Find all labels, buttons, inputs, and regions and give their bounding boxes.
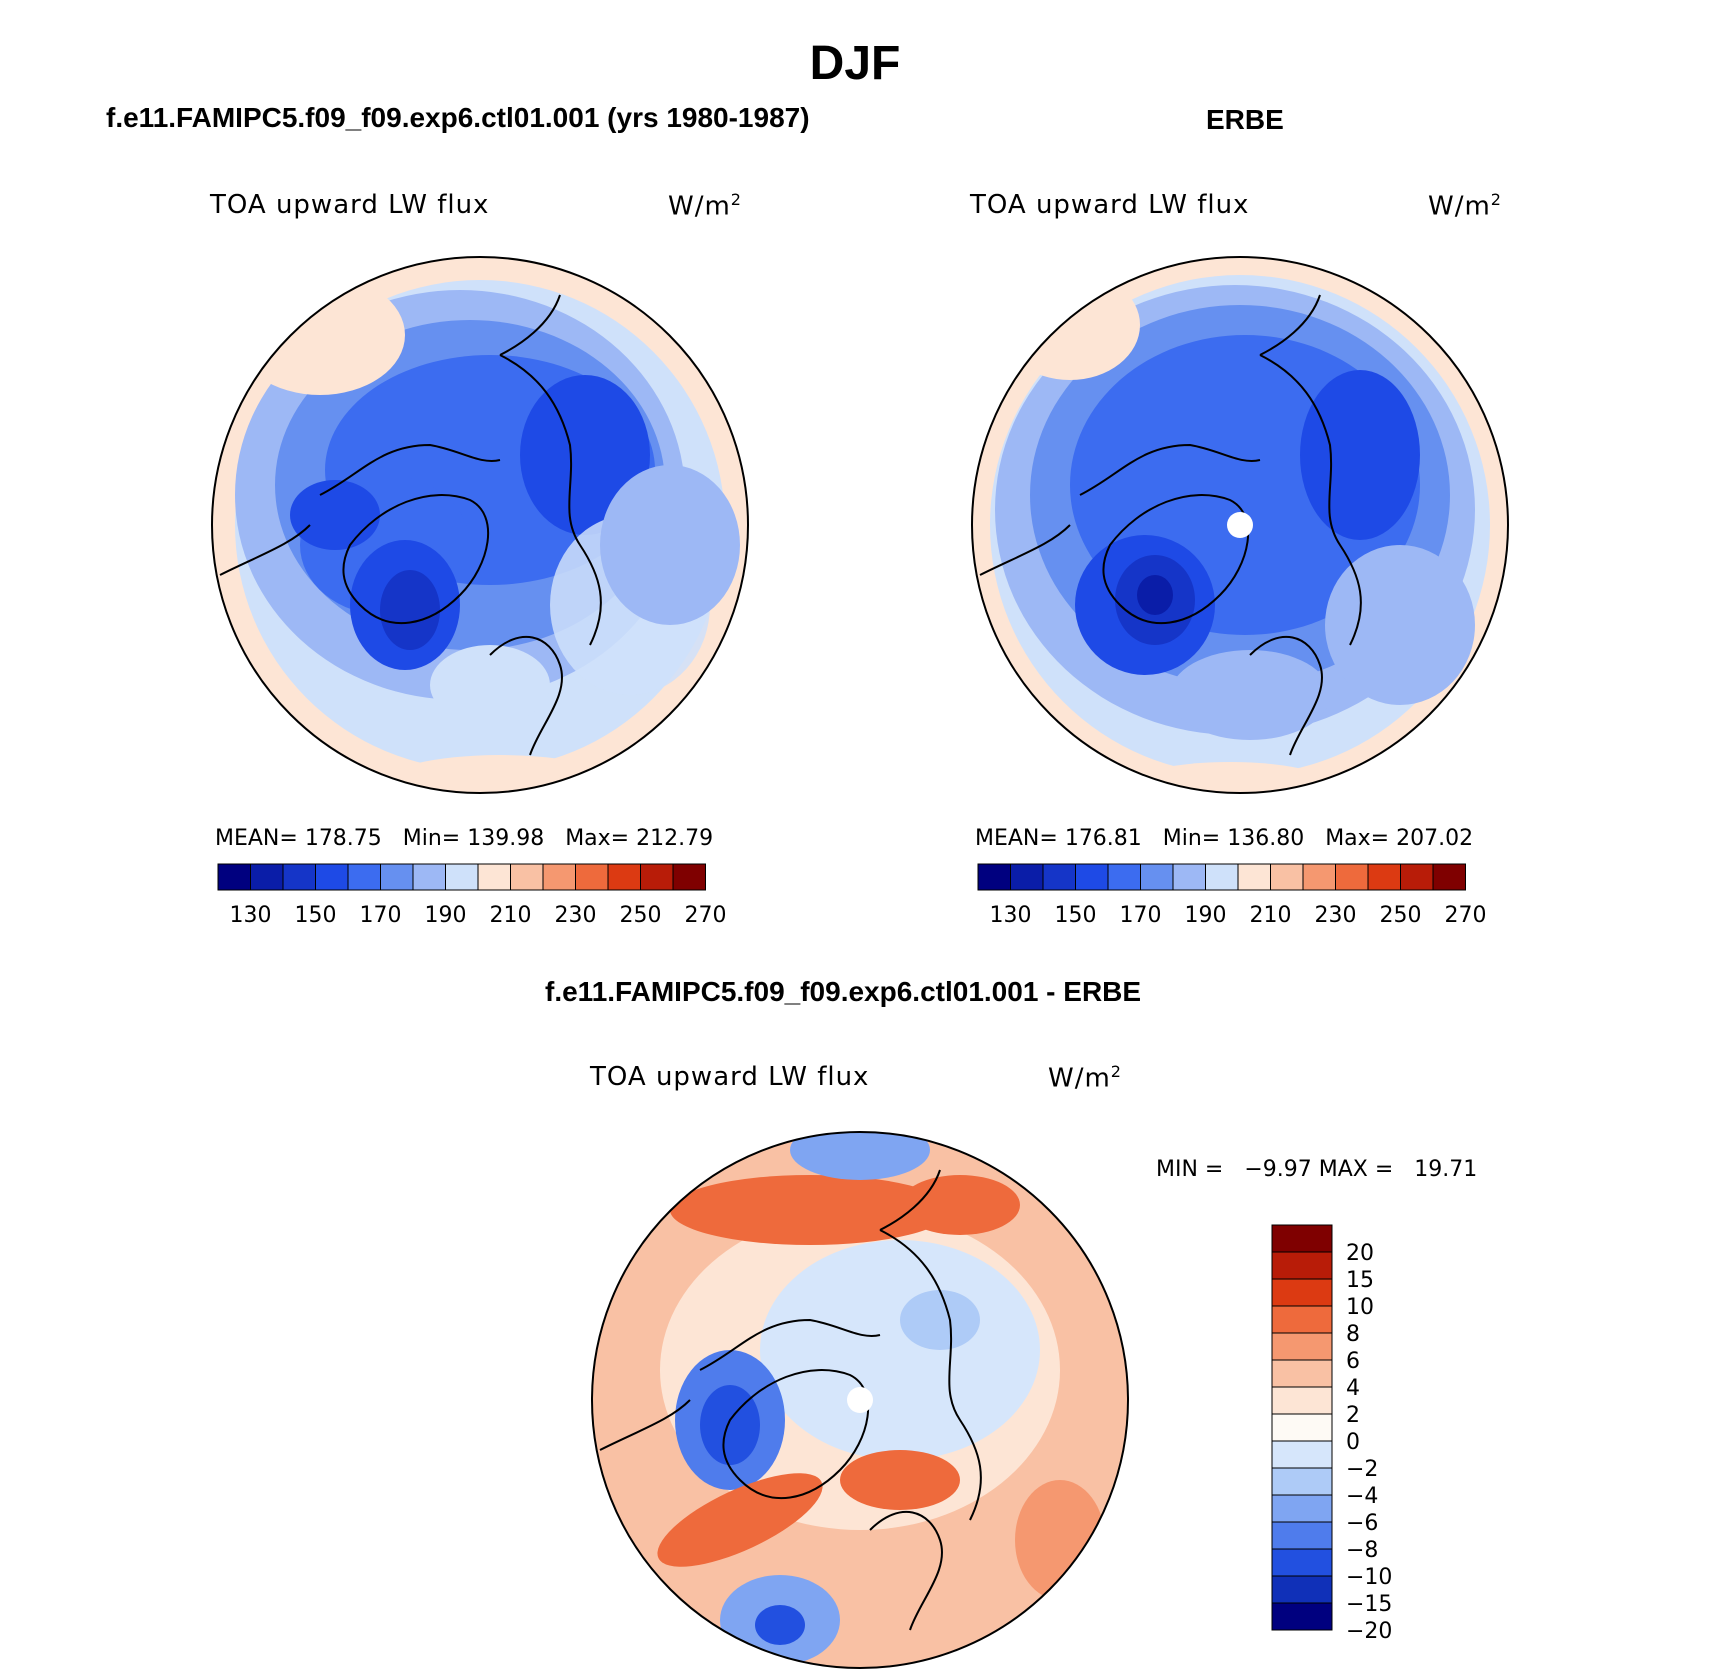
colorbar-3-swatch — [1271, 1440, 1333, 1469]
colorbar-1-tick-label: 210 — [490, 903, 532, 928]
colorbar-3-tick-label: −2 — [1346, 1457, 1378, 1482]
panel-2-variable: TOA upward LW flux — [970, 190, 1250, 220]
colorbar-2-swatch — [1432, 863, 1466, 891]
colorbar-2-tick-label: 210 — [1250, 903, 1292, 928]
colorbar-2-swatch — [1302, 863, 1336, 891]
map-panel-3 — [591, 1131, 1129, 1669]
colorbar-1-swatch — [380, 863, 414, 891]
colorbar-3-swatch — [1271, 1278, 1333, 1307]
colorbar-3-swatch — [1271, 1602, 1333, 1631]
colorbar-3-tick-label: 6 — [1346, 1349, 1360, 1374]
colorbar-3-tick-label: 10 — [1346, 1295, 1374, 1320]
colorbar-2-swatch — [1367, 863, 1401, 891]
panel-2-units: W/m2 — [1428, 190, 1502, 222]
colorbar-2-swatch — [1270, 863, 1304, 891]
colorbar-1-swatch — [607, 863, 641, 891]
colorbar-2-swatch — [1400, 863, 1434, 891]
colorbar-1-swatch — [315, 863, 349, 891]
colorbar-panel-2: 130 150 170 190 210 230 250 270 — [977, 863, 1487, 928]
colorbar-2-swatch — [1335, 863, 1369, 891]
colorbar-3-swatch — [1271, 1386, 1333, 1415]
colorbar-1-swatch — [477, 863, 511, 891]
colorbar-2-swatch — [1107, 863, 1141, 891]
colorbar-2-tick-label: 250 — [1380, 903, 1422, 928]
colorbar-3-tick-label: 0 — [1346, 1430, 1360, 1455]
panel-2-stats: MEAN= 176.81 Min= 136.80 Max= 207.02 — [975, 826, 1474, 851]
colorbar-2-swatch — [1042, 863, 1076, 891]
colorbar-3-tick-label: 20 — [1346, 1241, 1374, 1266]
colorbar-1-swatch — [672, 863, 706, 891]
colorbar-1-tick-label: 190 — [425, 903, 467, 928]
colorbar-2-tick-label: 230 — [1315, 903, 1357, 928]
colorbar-3-tick-label: −4 — [1346, 1484, 1378, 1509]
colorbar-2-swatch — [1172, 863, 1206, 891]
colorbar-1-tick-label: 150 — [295, 903, 337, 928]
colorbar-2-swatch — [1010, 863, 1044, 891]
colorbar-2-swatch — [977, 863, 1011, 891]
colorbar-3-swatch — [1271, 1332, 1333, 1361]
colorbar-1-swatch — [445, 863, 479, 891]
colorbar-3-swatch — [1271, 1521, 1333, 1550]
colorbar-1-tick-label: 270 — [685, 903, 727, 928]
colorbar-2-swatch — [1237, 863, 1271, 891]
panel-1-stats: MEAN= 178.75 Min= 139.98 Max= 212.79 — [215, 826, 714, 851]
figure-title: DJF — [809, 37, 901, 90]
colorbar-1-swatch — [250, 863, 284, 891]
colorbar-3-swatch — [1271, 1548, 1333, 1577]
colorbar-1-swatch — [640, 863, 674, 891]
map-panel-2 — [971, 256, 1509, 794]
colorbar-1-swatch — [217, 863, 251, 891]
colorbar-2-tick-label: 190 — [1185, 903, 1227, 928]
colorbar-3-swatch — [1271, 1413, 1333, 1442]
colorbar-1-swatch — [510, 863, 544, 891]
colorbar-3-tick-label: 8 — [1346, 1322, 1360, 1347]
colorbar-2-tick-label: 270 — [1445, 903, 1487, 928]
colorbar-3-tick-label: −8 — [1346, 1538, 1378, 1563]
colorbar-1-swatch — [542, 863, 576, 891]
panel-3-stats: MIN = −9.97 MAX = 19.71 — [1156, 1157, 1478, 1182]
panel-1-variable: TOA upward LW flux — [210, 190, 490, 220]
colorbar-1-swatch — [282, 863, 316, 891]
panel-3-units: W/m2 — [1048, 1062, 1122, 1094]
colorbar-2-tick-label: 150 — [1055, 903, 1097, 928]
colorbar-panel-1: 130 150 170 190 210 230 250 270 — [217, 863, 727, 928]
colorbar-3-tick-label: 15 — [1346, 1268, 1374, 1293]
colorbar-3-swatch — [1271, 1494, 1333, 1523]
panel-2-title: ERBE — [1206, 104, 1284, 135]
panel-3-title: f.e11.FAMIPC5.f09_f09.exp6.ctl01.001 - E… — [545, 976, 1142, 1007]
colorbar-1-swatch — [412, 863, 446, 891]
colorbar-3-swatch — [1271, 1359, 1333, 1388]
colorbar-3-tick-label: −10 — [1346, 1565, 1392, 1590]
colorbar-2-swatch — [1205, 863, 1239, 891]
colorbar-3-tick-label: −6 — [1346, 1511, 1378, 1536]
panel-1-units: W/m2 — [668, 190, 742, 222]
colorbar-2-tick-label: 170 — [1120, 903, 1162, 928]
colorbar-1-tick-label: 250 — [620, 903, 662, 928]
colorbar-3-tick-label: 2 — [1346, 1403, 1360, 1428]
colorbar-2-swatch — [1140, 863, 1174, 891]
colorbar-3-tick-label: −15 — [1346, 1592, 1392, 1617]
colorbar-1-tick-label: 230 — [555, 903, 597, 928]
colorbar-2-tick-label: 130 — [990, 903, 1032, 928]
colorbar-3-swatch — [1271, 1224, 1333, 1253]
colorbar-3-swatch — [1271, 1251, 1333, 1280]
colorbar-1-swatch — [347, 863, 381, 891]
colorbar-3-swatch — [1271, 1467, 1333, 1496]
panel-1-title: f.e11.FAMIPC5.f09_f09.exp6.ctl01.001 (yr… — [106, 102, 810, 133]
colorbar-2-swatch — [1075, 863, 1109, 891]
panel-3-variable: TOA upward LW flux — [590, 1062, 870, 1092]
colorbar-1-tick-label: 130 — [230, 903, 272, 928]
colorbar-3-tick-label: −20 — [1346, 1619, 1392, 1644]
map-panel-1 — [211, 256, 749, 794]
colorbar-1-tick-label: 170 — [360, 903, 402, 928]
colorbar-3-tick-label: 4 — [1346, 1376, 1360, 1401]
colorbar-3-swatch — [1271, 1575, 1333, 1604]
colorbar-1-swatch — [575, 863, 609, 891]
colorbar-3-swatch — [1271, 1305, 1333, 1334]
